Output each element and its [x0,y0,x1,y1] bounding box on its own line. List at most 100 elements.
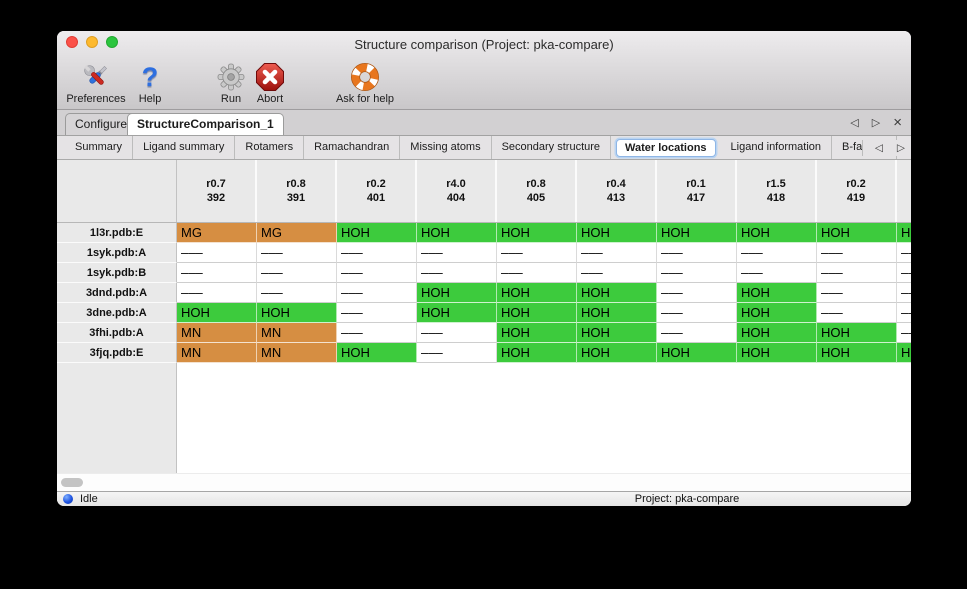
cell-1syk-pdb-b-413[interactable]: ––– [577,263,657,283]
cell-1l3r-pdb-e-404[interactable]: HOH [417,223,497,243]
subtab-scroll-left-icon[interactable]: ◁ [874,142,883,154]
tab-scroll-left-icon[interactable]: ◁ [850,116,859,129]
subtab-secondary-structure[interactable]: Secondary structure [492,136,612,159]
cell-1syk-pdb-a-413[interactable]: ––– [577,243,657,263]
cell-1syk-pdb-a-392[interactable]: ––– [177,243,257,263]
cell-3fjq-pdb-e-418[interactable]: HOH [737,343,817,363]
cell-3fhi-pdb-a-401[interactable]: ––– [337,323,417,343]
cell-3dnd-pdb-a-419[interactable]: ––– [817,283,897,303]
cell-3fjq-pdb-e-417[interactable]: HOH [657,343,737,363]
cell-1syk-pdb-a-404[interactable]: ––– [417,243,497,263]
subtab-rotamers[interactable]: Rotamers [235,136,305,159]
subtab-summary[interactable]: Summary [65,136,134,159]
column-header-clipped[interactable] [897,160,911,222]
cell-3dnd-pdb-a-405[interactable]: HOH [497,283,577,303]
cell-3dnd-pdb-a-404[interactable]: HOH [417,283,497,303]
cell-3fhi-pdb-a-417[interactable]: ––– [657,323,737,343]
row-label[interactable]: 1syk.pdb:A [57,243,177,263]
cell-1l3r-pdb-e-391[interactable]: MG [257,223,337,243]
cell-3dne-pdb-a-405[interactable]: HOH [497,303,577,323]
column-header-391[interactable]: r0.8 391 [257,160,337,222]
cell-3fjq-pdb-e-401[interactable]: HOH [337,343,417,363]
row-label[interactable]: 3dne.pdb:A [57,303,177,323]
scrollbar-thumb[interactable] [61,478,83,487]
cell-1syk-pdb-a-clipped[interactable]: ––– [897,243,911,263]
row-label[interactable]: 1syk.pdb:B [57,263,177,283]
cell-3fhi-pdb-a-405[interactable]: HOH [497,323,577,343]
subtab-missing-atoms[interactable]: Missing atoms [400,136,492,159]
cell-1l3r-pdb-e-392[interactable]: MG [177,223,257,243]
cell-3fhi-pdb-a-413[interactable]: HOH [577,323,657,343]
column-header-413[interactable]: r0.4 413 [577,160,657,222]
cell-3fhi-pdb-a-418[interactable]: HOH [737,323,817,343]
cell-1syk-pdb-b-417[interactable]: ––– [657,263,737,283]
cell-1syk-pdb-a-418[interactable]: ––– [737,243,817,263]
cell-3fjq-pdb-e-405[interactable]: HOH [497,343,577,363]
title-bar[interactable]: Structure comparison (Project: pka-compa… [57,31,911,57]
cell-3dnd-pdb-a-417[interactable]: ––– [657,283,737,303]
cell-3dne-pdb-a-418[interactable]: HOH [737,303,817,323]
cell-3fhi-pdb-a-404[interactable]: ––– [417,323,497,343]
cell-1syk-pdb-b-405[interactable]: ––– [497,263,577,283]
cell-1syk-pdb-a-391[interactable]: ––– [257,243,337,263]
cell-1l3r-pdb-e-419[interactable]: HOH [817,223,897,243]
cell-1syk-pdb-a-417[interactable]: ––– [657,243,737,263]
cell-3dnd-pdb-a-413[interactable]: HOH [577,283,657,303]
help-button[interactable]: ? Help [131,62,169,105]
cell-1syk-pdb-a-405[interactable]: ––– [497,243,577,263]
cell-1syk-pdb-a-401[interactable]: ––– [337,243,417,263]
cell-3dnd-pdb-a-418[interactable]: HOH [737,283,817,303]
cell-3dne-pdb-a-404[interactable]: HOH [417,303,497,323]
zoom-button[interactable] [106,36,118,48]
cell-1syk-pdb-b-392[interactable]: ––– [177,263,257,283]
cell-3dnd-pdb-a-392[interactable]: ––– [177,283,257,303]
ask-for-help-button[interactable]: Ask for help [323,62,407,105]
row-label[interactable]: 3fhi.pdb:A [57,323,177,343]
column-header-401[interactable]: r0.2 401 [337,160,417,222]
cell-1l3r-pdb-e-405[interactable]: HOH [497,223,577,243]
cell-3dne-pdb-a-392[interactable]: HOH [177,303,257,323]
tab-scroll-right-icon[interactable]: ▷ [871,116,881,129]
subtab-ligand-information[interactable]: Ligand information [721,136,833,159]
cell-3fhi-pdb-a-392[interactable]: MN [177,323,257,343]
run-button[interactable]: Run [209,62,253,105]
column-header-419[interactable]: r0.2 419 [817,160,897,222]
column-header-404[interactable]: r4.0 404 [417,160,497,222]
cell-1l3r-pdb-e-418[interactable]: HOH [737,223,817,243]
cell-3dne-pdb-a-clipped[interactable]: ––– [897,303,911,323]
abort-button[interactable]: Abort [247,62,293,105]
cell-3fjq-pdb-e-419[interactable]: HOH [817,343,897,363]
cell-3fhi-pdb-a-391[interactable]: MN [257,323,337,343]
cell-1syk-pdb-b-418[interactable]: ––– [737,263,817,283]
cell-3dnd-pdb-a-391[interactable]: ––– [257,283,337,303]
column-header-392[interactable]: r0.7 392 [177,160,257,222]
cell-1syk-pdb-b-401[interactable]: ––– [337,263,417,283]
preferences-button[interactable]: Preferences [59,62,133,105]
cell-3dnd-pdb-a-clipped[interactable]: ––– [897,283,911,303]
cell-3fhi-pdb-a-clipped[interactable]: ––– [897,323,911,343]
column-header-418[interactable]: r1.5 418 [737,160,817,222]
cell-3fjq-pdb-e-413[interactable]: HOH [577,343,657,363]
subtab-ramachandran[interactable]: Ramachandran [304,136,401,159]
cell-1l3r-pdb-e-417[interactable]: HOH [657,223,737,243]
cell-1syk-pdb-b-clipped[interactable]: ––– [897,263,911,283]
tab-structurecomparison-1[interactable]: StructureComparison_1 [127,113,284,135]
subtab-scroll-right-icon[interactable]: ▷ [896,142,905,154]
cell-1syk-pdb-b-419[interactable]: ––– [817,263,897,283]
cell-3fjq-pdb-e-392[interactable]: MN [177,343,257,363]
horizontal-scrollbar[interactable] [57,473,911,491]
cell-3dne-pdb-a-401[interactable]: ––– [337,303,417,323]
cell-1l3r-pdb-e-clipped[interactable]: HOH [897,223,911,243]
cell-3fhi-pdb-a-419[interactable]: HOH [817,323,897,343]
cell-1l3r-pdb-e-401[interactable]: HOH [337,223,417,243]
cell-3dne-pdb-a-417[interactable]: ––– [657,303,737,323]
cell-3dne-pdb-a-413[interactable]: HOH [577,303,657,323]
subtab-ligand-summary[interactable]: Ligand summary [133,136,236,159]
cell-3fjq-pdb-e-391[interactable]: MN [257,343,337,363]
cell-3fjq-pdb-e-404[interactable]: ––– [417,343,497,363]
cell-1syk-pdb-b-391[interactable]: ––– [257,263,337,283]
cell-1syk-pdb-a-419[interactable]: ––– [817,243,897,263]
minimize-button[interactable] [86,36,98,48]
tab-close-icon[interactable]: × [893,114,902,131]
close-button[interactable] [66,36,78,48]
